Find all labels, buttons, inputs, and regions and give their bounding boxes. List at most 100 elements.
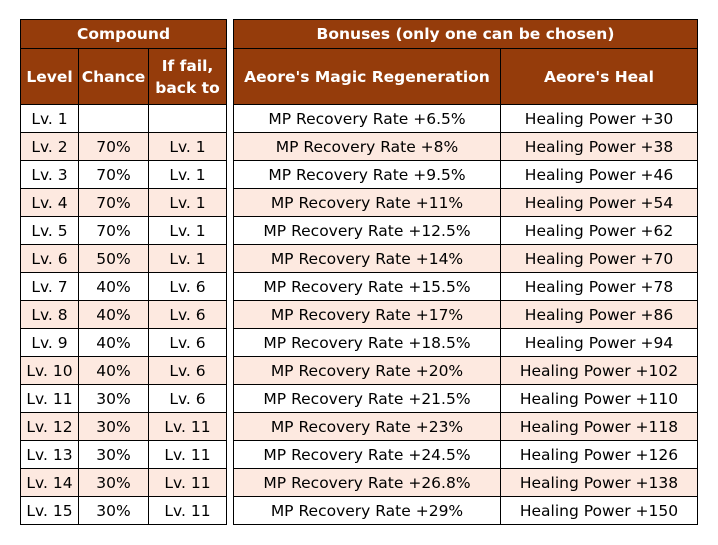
magic-regeneration-cell: MP Recovery Rate +12.5% (233, 216, 501, 245)
table-row: MP Recovery Rate +9.5% Healing Power +46 (233, 160, 698, 189)
table-row: MP Recovery Rate +14% Healing Power +70 (233, 244, 698, 273)
heal-cell: Healing Power +102 (500, 356, 698, 385)
table-row: MP Recovery Rate +18.5% Healing Power +94 (233, 328, 698, 357)
fail-back-to-cell: Lv. 1 (148, 244, 227, 273)
fail-back-to-cell: Lv. 6 (148, 300, 227, 329)
fail-back-to-cell: Lv. 11 (148, 412, 227, 441)
table-row: MP Recovery Rate +24.5% Healing Power +12… (233, 440, 698, 469)
level-cell: Lv. 6 (20, 244, 79, 273)
table-row: Lv. 4 70% Lv. 1 (20, 188, 227, 217)
table-row: MP Recovery Rate +29% Healing Power +150 (233, 496, 698, 525)
table-row: MP Recovery Rate +26.8% Healing Power +13… (233, 468, 698, 497)
heal-column-header: Aeore's Heal (500, 48, 698, 105)
level-cell: Lv. 11 (20, 384, 79, 413)
fail-back-to-cell (148, 104, 227, 133)
heal-cell: Healing Power +150 (500, 496, 698, 525)
chance-cell: 70% (78, 216, 149, 245)
magic-regeneration-cell: MP Recovery Rate +14% (233, 244, 501, 273)
chance-cell: 30% (78, 468, 149, 497)
magic-regeneration-cell: MP Recovery Rate +8% (233, 132, 501, 161)
chance-cell: 70% (78, 132, 149, 161)
table-row: MP Recovery Rate +11% Healing Power +54 (233, 188, 698, 217)
heal-cell: Healing Power +110 (500, 384, 698, 413)
table-row: Lv. 5 70% Lv. 1 (20, 216, 227, 245)
level-cell: Lv. 3 (20, 160, 79, 189)
fail-back-to-cell: Lv. 11 (148, 468, 227, 497)
chance-cell: 40% (78, 328, 149, 357)
heal-cell: Healing Power +38 (500, 132, 698, 161)
heal-cell: Healing Power +62 (500, 216, 698, 245)
fail-back-to-cell: Lv. 6 (148, 328, 227, 357)
fail-back-to-cell: Lv. 1 (148, 132, 227, 161)
chance-cell: 40% (78, 356, 149, 385)
table-row: MP Recovery Rate +21.5% Healing Power +11… (233, 384, 698, 413)
magic-regeneration-cell: MP Recovery Rate +17% (233, 300, 501, 329)
fail-back-to-cell: Lv. 6 (148, 384, 227, 413)
level-column-header: Level (20, 48, 79, 105)
magic-regeneration-cell: MP Recovery Rate +18.5% (233, 328, 501, 357)
table-row: MP Recovery Rate +20% Healing Power +102 (233, 356, 698, 385)
table-row: Lv. 11 30% Lv. 6 (20, 384, 227, 413)
level-cell: Lv. 12 (20, 412, 79, 441)
table-row: MP Recovery Rate +6.5% Healing Power +30 (233, 104, 698, 133)
magic-regeneration-cell: MP Recovery Rate +11% (233, 188, 501, 217)
table-row: Lv. 12 30% Lv. 11 (20, 412, 227, 441)
magic-regeneration-cell: MP Recovery Rate +15.5% (233, 272, 501, 301)
level-cell: Lv. 10 (20, 356, 79, 385)
table-row: MP Recovery Rate +17% Healing Power +86 (233, 300, 698, 329)
chance-column-header: Chance (78, 48, 149, 105)
compound-header: Compound (20, 19, 227, 49)
fail-back-to-cell: Lv. 1 (148, 188, 227, 217)
chance-cell (78, 104, 149, 133)
level-cell: Lv. 5 (20, 216, 79, 245)
chance-cell: 30% (78, 496, 149, 525)
chance-cell: 30% (78, 384, 149, 413)
table-row: Lv. 7 40% Lv. 6 (20, 272, 227, 301)
heal-cell: Healing Power +54 (500, 188, 698, 217)
heal-cell: Healing Power +46 (500, 160, 698, 189)
heal-cell: Healing Power +138 (500, 468, 698, 497)
chance-cell: 30% (78, 412, 149, 441)
magic-regeneration-cell: MP Recovery Rate +6.5% (233, 104, 501, 133)
level-cell: Lv. 15 (20, 496, 79, 525)
magic-regeneration-cell: MP Recovery Rate +20% (233, 356, 501, 385)
chance-cell: 70% (78, 160, 149, 189)
table-row: Lv. 13 30% Lv. 11 (20, 440, 227, 469)
chance-cell: 50% (78, 244, 149, 273)
magic-regeneration-cell: MP Recovery Rate +26.8% (233, 468, 501, 497)
bonuses-table: Bonuses (only one can be chosen) Aeore's… (233, 19, 698, 525)
level-cell: Lv. 14 (20, 468, 79, 497)
magic-regeneration-column-header: Aeore's Magic Regeneration (233, 48, 501, 105)
heal-cell: Healing Power +78 (500, 272, 698, 301)
table-row: Lv. 9 40% Lv. 6 (20, 328, 227, 357)
level-cell: Lv. 8 (20, 300, 79, 329)
heal-cell: Healing Power +70 (500, 244, 698, 273)
level-cell: Lv. 1 (20, 104, 79, 133)
fail-back-to-cell: Lv. 11 (148, 440, 227, 469)
table-row: Lv. 1 (20, 104, 227, 133)
chance-cell: 40% (78, 300, 149, 329)
table-row: Lv. 15 30% Lv. 11 (20, 496, 227, 525)
heal-cell: Healing Power +94 (500, 328, 698, 357)
chance-cell: 30% (78, 440, 149, 469)
table-row: Lv. 3 70% Lv. 1 (20, 160, 227, 189)
level-cell: Lv. 4 (20, 188, 79, 217)
chance-cell: 70% (78, 188, 149, 217)
level-cell: Lv. 13 (20, 440, 79, 469)
magic-regeneration-cell: MP Recovery Rate +23% (233, 412, 501, 441)
fail-header-line-1: If fail, (161, 56, 214, 75)
compound-table-body: Lv. 1 Lv. 2 70% Lv. 1 Lv. 3 70% Lv. 1 Lv. 4 70% L… (20, 104, 227, 525)
fail-back-to-cell: Lv. 11 (148, 496, 227, 525)
table-row: Lv. 6 50% Lv. 1 (20, 244, 227, 273)
table-row: Lv. 8 40% Lv. 6 (20, 300, 227, 329)
table-row: Lv. 14 30% Lv. 11 (20, 468, 227, 497)
magic-regeneration-cell: MP Recovery Rate +24.5% (233, 440, 501, 469)
heal-cell: Healing Power +86 (500, 300, 698, 329)
chance-cell: 40% (78, 272, 149, 301)
fail-back-to-cell: Lv. 1 (148, 160, 227, 189)
level-cell: Lv. 7 (20, 272, 79, 301)
magic-regeneration-cell: MP Recovery Rate +29% (233, 496, 501, 525)
fail-back-to-cell: Lv. 6 (148, 356, 227, 385)
table-row: MP Recovery Rate +15.5% Healing Power +78 (233, 272, 698, 301)
bonuses-table-body: MP Recovery Rate +6.5% Healing Power +30 M… (233, 104, 698, 525)
